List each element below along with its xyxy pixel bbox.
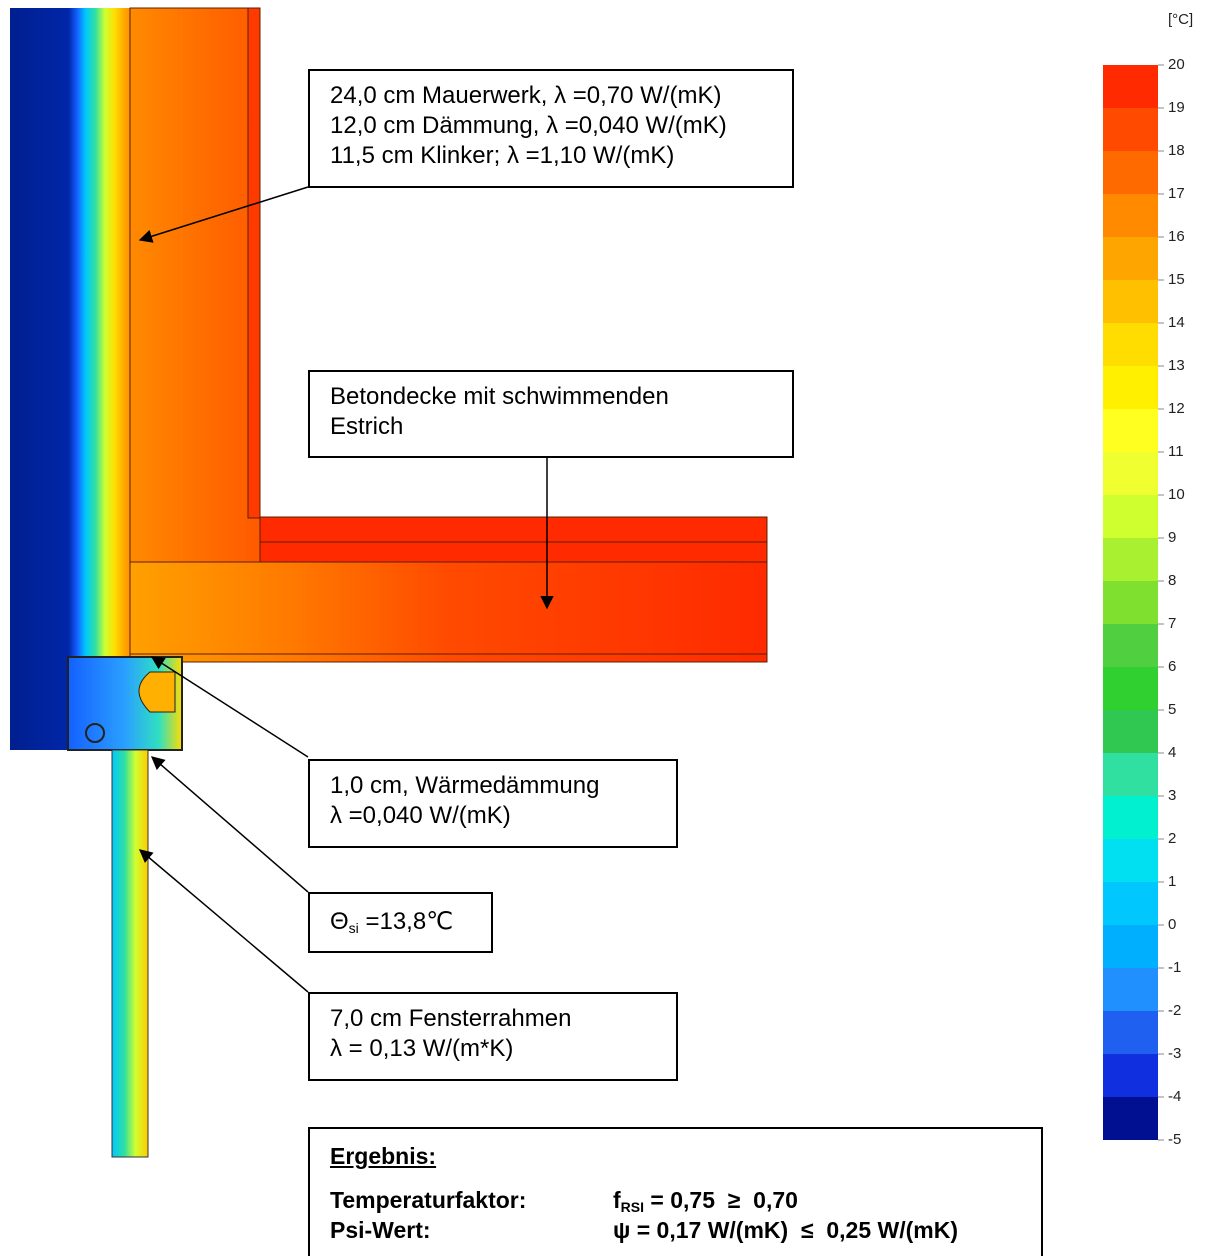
scale-band — [1103, 108, 1158, 151]
scale-label: 15 — [1168, 271, 1185, 288]
result-title: Ergebnis: — [330, 1141, 1021, 1171]
callout-line: 24,0 cm Mauerwerk, λ =0,70 W/(mK) — [330, 81, 772, 111]
scale-label: 18 — [1168, 142, 1185, 159]
scale-label: -2 — [1168, 1002, 1181, 1019]
callout-slab: Betondecke mit schwimmenden Estrich — [308, 370, 794, 458]
scale-band — [1103, 323, 1158, 366]
scale-band — [1103, 839, 1158, 882]
scale-label: -1 — [1168, 959, 1181, 976]
scale-label: 6 — [1168, 658, 1176, 675]
scale-band — [1103, 452, 1158, 495]
callout-insulation: 1,0 cm, Wärmedämmung λ =0,040 W/(mK) — [308, 759, 678, 848]
result-row: Temperaturfaktor: fRSI = 0,75 ≥ 0,70 — [330, 1185, 1021, 1215]
callout-surface-temp: Θsi =13,8℃ — [308, 892, 493, 953]
scale-label: 19 — [1168, 99, 1185, 116]
callout-line: λ =0,040 W/(mK) — [330, 801, 656, 831]
scale-label: 1 — [1168, 873, 1176, 890]
callout-wall: 24,0 cm Mauerwerk, λ =0,70 W/(mK) 12,0 c… — [308, 69, 794, 188]
callout-line: 7,0 cm Fensterrahmen — [330, 1004, 656, 1034]
scale-label: 17 — [1168, 185, 1185, 202]
color-scale: [°C] 20191817161514131211109876543210-1-… — [1103, 11, 1193, 1148]
scale-band — [1103, 753, 1158, 796]
scale-band — [1103, 65, 1158, 108]
scale-label: 20 — [1168, 56, 1185, 73]
scale-label: 3 — [1168, 787, 1176, 804]
scale-band — [1103, 624, 1158, 667]
scale-unit: [°C] — [1168, 11, 1193, 28]
scale-band — [1103, 796, 1158, 839]
scale-band — [1103, 581, 1158, 624]
callout-line: 11,5 cm Klinker; λ =1,10 W/(mK) — [330, 141, 772, 171]
scale-label: 12 — [1168, 400, 1185, 417]
callout-line: Estrich — [330, 412, 772, 442]
scale-band — [1103, 280, 1158, 323]
scale-band — [1103, 366, 1158, 409]
page: [°C] 20191817161514131211109876543210-1-… — [0, 0, 1205, 1256]
scale-label: 11 — [1168, 443, 1184, 460]
scale-band — [1103, 237, 1158, 280]
scale-label: 5 — [1168, 701, 1176, 718]
scale-band — [1103, 882, 1158, 925]
scale-label: -5 — [1168, 1131, 1181, 1148]
scale-label: 2 — [1168, 830, 1176, 847]
scale-band — [1103, 409, 1158, 452]
scale-label: -3 — [1168, 1045, 1181, 1062]
result-row: Psi-Wert: ψ = 0,17 W/(mK) ≤ 0,25 W/(mK) — [330, 1215, 1021, 1245]
scale-label: 4 — [1168, 744, 1176, 761]
scale-label: 8 — [1168, 572, 1176, 589]
scale-band — [1103, 495, 1158, 538]
scale-band — [1103, 925, 1158, 968]
scale-band — [1103, 710, 1158, 753]
subscript: si — [349, 920, 359, 936]
value: = 0,75 ≥ 0,70 — [650, 1187, 798, 1213]
symbol: Θ — [330, 908, 349, 935]
scale-band — [1103, 667, 1158, 710]
result-label: Psi-Wert: — [330, 1217, 431, 1243]
callout-line: 1,0 cm, Wärmedämmung — [330, 771, 656, 801]
scale-label: -4 — [1168, 1088, 1181, 1105]
scale-label: 9 — [1168, 529, 1176, 546]
callout-frame: 7,0 cm Fensterrahmen λ = 0,13 W/(m*K) — [308, 992, 678, 1081]
scale-band — [1103, 151, 1158, 194]
scale-band — [1103, 1097, 1158, 1140]
scale-label: 14 — [1168, 314, 1185, 331]
result-value: ψ = 0,17 W/(mK) ≤ 0,25 W/(mK) — [613, 1215, 958, 1245]
symbol: f — [613, 1187, 621, 1213]
callout-line: λ = 0,13 W/(m*K) — [330, 1034, 656, 1064]
scale-label: 10 — [1168, 486, 1185, 503]
result-box: Ergebnis: Temperaturfaktor: fRSI = 0,75 … — [308, 1127, 1043, 1256]
scale-label: 7 — [1168, 615, 1176, 632]
value: =13,8℃ — [365, 908, 453, 935]
subscript: RSI — [621, 1199, 644, 1215]
callout-line: Betondecke mit schwimmenden — [330, 382, 772, 412]
scale-band — [1103, 538, 1158, 581]
scale-band — [1103, 194, 1158, 237]
callout-line: 12,0 cm Dämmung, λ =0,040 W/(mK) — [330, 111, 772, 141]
scale-label: 16 — [1168, 228, 1185, 245]
scale-band — [1103, 968, 1158, 1011]
scale-label: 0 — [1168, 916, 1176, 933]
scale-band — [1103, 1011, 1158, 1054]
result-value: fRSI = 0,75 ≥ 0,70 — [613, 1185, 798, 1215]
scale-label: 13 — [1168, 357, 1185, 374]
scale-band — [1103, 1054, 1158, 1097]
result-label: Temperaturfaktor: — [330, 1187, 526, 1213]
